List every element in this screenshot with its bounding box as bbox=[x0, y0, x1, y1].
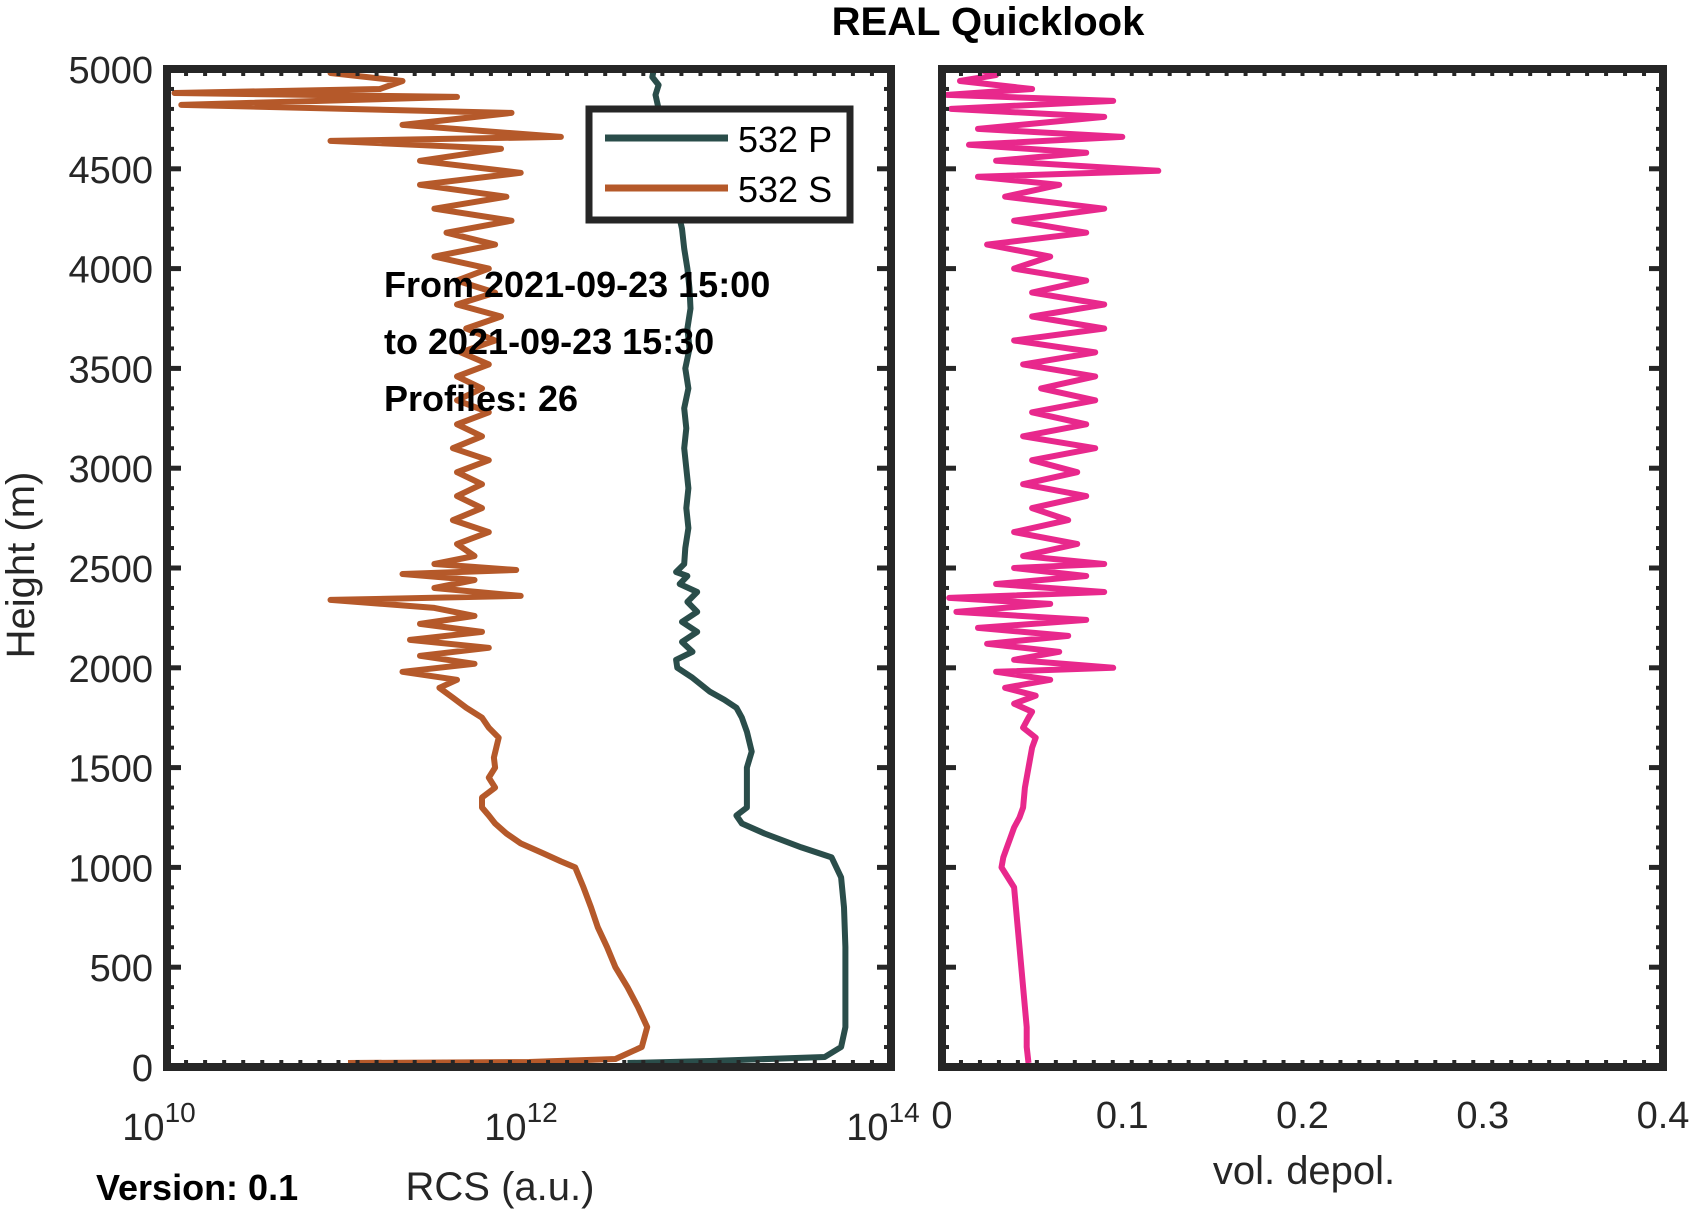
rcs-xlabel: RCS (a.u.) bbox=[406, 1165, 595, 1209]
legend-label-532-p: 532 P bbox=[738, 119, 832, 160]
series-vol-depol-line bbox=[944, 69, 1162, 1064]
y-tick-label: 1000 bbox=[68, 848, 153, 890]
depol-xlabel: vol. depol. bbox=[1213, 1149, 1395, 1193]
depol-tick-labels: 0 0.1 0.2 0.3 0.4 bbox=[931, 1095, 1689, 1137]
y-tick-label: 2500 bbox=[68, 549, 153, 591]
y-tick-label: 500 bbox=[90, 948, 153, 990]
x-tick-label: 0.4 bbox=[1637, 1095, 1690, 1137]
y-tick-label: 0 bbox=[132, 1048, 153, 1090]
rcs-axes: 0 500 1000 1500 2000 2500 3000 3500 4000 4500 5000… bbox=[0, 50, 920, 1209]
rcs-plot-area bbox=[171, 69, 849, 1066]
x-tick-label: 0.1 bbox=[1096, 1095, 1149, 1137]
info-line-from: From 2021-09-23 15:00 bbox=[384, 264, 770, 305]
series-532-s-line bbox=[171, 69, 651, 1066]
x-tick-label: 0.2 bbox=[1276, 1095, 1329, 1137]
rcs-axes-box bbox=[163, 65, 895, 1071]
x-tick-label: 0.3 bbox=[1456, 1095, 1509, 1137]
x-tick-label: 1014 bbox=[846, 1097, 919, 1149]
rcs-tick-marks bbox=[163, 65, 895, 1071]
y-tick-label: 5000 bbox=[68, 50, 153, 92]
depol-tick-marks bbox=[938, 65, 1667, 1071]
info-line-to: to 2021-09-23 15:30 bbox=[384, 321, 714, 362]
depol-plot-area bbox=[944, 69, 1162, 1064]
depol-axes: 0 0.1 0.2 0.3 0.4 vol. depol. bbox=[931, 65, 1689, 1193]
x-tick-label: 1012 bbox=[484, 1097, 557, 1149]
y-tick-label: 3500 bbox=[68, 349, 153, 391]
depol-axes-box bbox=[938, 65, 1667, 1071]
info-line-profiles: Profiles: 26 bbox=[384, 378, 578, 419]
figure-title: REAL Quicklook bbox=[832, 0, 1145, 44]
rcs-tick-labels: 1010 1012 1014 bbox=[122, 1097, 919, 1149]
x-tick-label: 1010 bbox=[122, 1097, 195, 1149]
measurement-info: From 2021-09-23 15:00 to 2021-09-23 15:3… bbox=[384, 264, 770, 419]
x-tick-label: 0 bbox=[931, 1095, 952, 1137]
y-tick-label: 2000 bbox=[68, 649, 153, 691]
y-tick-label: 4500 bbox=[68, 150, 153, 192]
height-tick-labels: 0 500 1000 1500 2000 2500 3000 3500 4000 4500 5000 bbox=[68, 50, 153, 1090]
legend-box bbox=[585, 105, 854, 224]
legend-label-532-s: 532 S bbox=[738, 169, 832, 210]
series-532-p-line bbox=[627, 69, 849, 1066]
y-tick-label: 4000 bbox=[68, 250, 153, 292]
version-label: Version: 0.1 bbox=[96, 1167, 298, 1208]
y-tick-label: 1500 bbox=[68, 749, 153, 791]
legend: 532 P 532 S bbox=[585, 105, 854, 224]
height-ylabel: Height (m) bbox=[0, 472, 43, 659]
y-tick-label: 3000 bbox=[68, 449, 153, 491]
